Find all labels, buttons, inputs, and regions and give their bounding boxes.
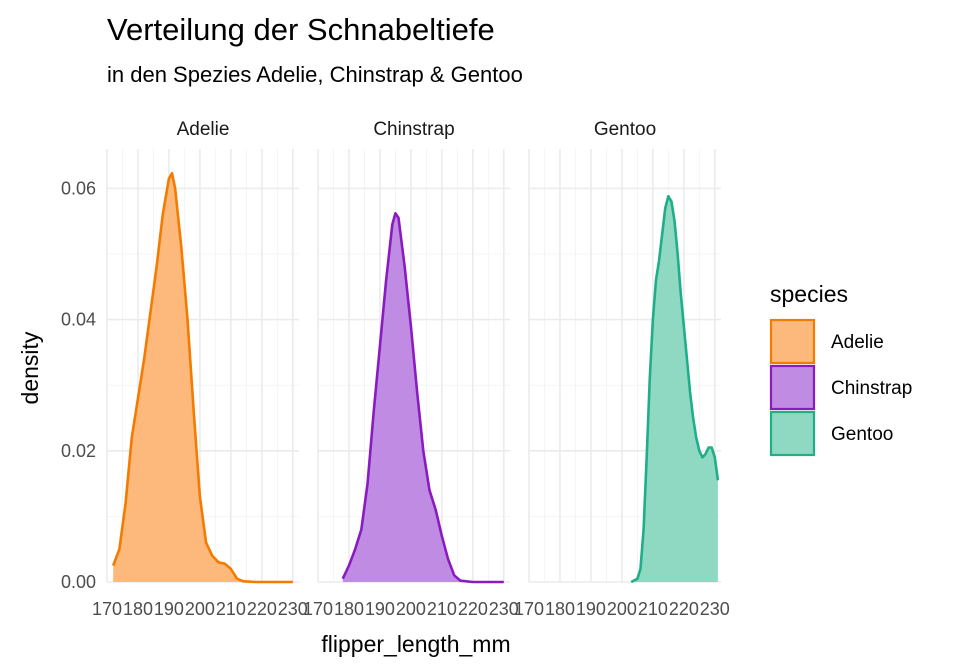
facet-panel-adelie: 170 180 190 200 210 220 230 Adelie xyxy=(92,119,308,619)
facet-strip-label: Adelie xyxy=(177,119,230,140)
legend-key-chinstrap xyxy=(769,364,816,411)
x-tick-label: 220 xyxy=(458,599,488,619)
density-area-gentoo xyxy=(631,196,718,583)
x-tick-label: 180 xyxy=(545,599,575,619)
density-line-chinstrap xyxy=(341,211,504,584)
legend-label: Chinstrap xyxy=(831,378,912,399)
x-tick-label: 170 xyxy=(514,599,544,619)
x-tick-label: 180 xyxy=(334,599,364,619)
x-tick-label: 230 xyxy=(700,599,730,619)
legend: species Adelie Chinstrap Gentoo xyxy=(769,281,912,457)
x-tick-label: 190 xyxy=(365,599,395,619)
y-tick-label: 0.00 xyxy=(61,572,96,592)
facet-panel-gentoo: 170 180 190 200 210 220 230 Gentoo xyxy=(514,119,730,619)
x-tick-label: 200 xyxy=(185,599,215,619)
x-tick-label: 220 xyxy=(669,599,699,619)
x-axis-title: flipper_length_mm xyxy=(321,631,510,657)
x-tick-label: 230 xyxy=(278,599,308,619)
x-tick-label: 220 xyxy=(247,599,277,619)
y-tick-label: 0.06 xyxy=(61,178,96,198)
legend-label: Adelie xyxy=(831,332,884,353)
density-area-adelie xyxy=(113,173,293,582)
chart-subtitle: in den Spezies Adelie, Chinstrap & Gento… xyxy=(107,62,523,87)
chart-title: Verteilung der Schnabeltiefe xyxy=(107,12,495,47)
x-tick-label: 190 xyxy=(576,599,606,619)
density-area-chinstrap xyxy=(342,213,504,583)
x-tick-label: 180 xyxy=(123,599,153,619)
legend-key-adelie xyxy=(769,318,816,365)
facet-strip-label: Gentoo xyxy=(594,119,656,140)
x-tick-label: 230 xyxy=(489,599,519,619)
legend-label: Gentoo xyxy=(831,424,893,445)
facet-panel-chinstrap: 170 180 190 200 210 220 230 Chinstrap xyxy=(303,119,519,619)
y-axis-title: density xyxy=(17,331,43,404)
x-tick-label: 170 xyxy=(92,599,122,619)
facet-strip-label: Chinstrap xyxy=(373,119,454,140)
density-line-gentoo xyxy=(630,194,720,584)
x-tick-label: 190 xyxy=(154,599,184,619)
x-tick-label: 200 xyxy=(607,599,637,619)
x-tick-label: 170 xyxy=(303,599,333,619)
density-line-adelie xyxy=(111,171,293,584)
x-tick-label: 210 xyxy=(216,599,246,619)
legend-key-gentoo xyxy=(769,410,816,457)
y-tick-label: 0.02 xyxy=(61,441,96,461)
x-tick-label: 210 xyxy=(638,599,668,619)
x-tick-label: 200 xyxy=(396,599,426,619)
legend-title: species xyxy=(770,281,848,307)
x-tick-label: 210 xyxy=(427,599,457,619)
y-tick-label: 0.04 xyxy=(61,310,96,330)
y-axis: 0.00 0.02 0.04 0.06 xyxy=(61,178,96,592)
